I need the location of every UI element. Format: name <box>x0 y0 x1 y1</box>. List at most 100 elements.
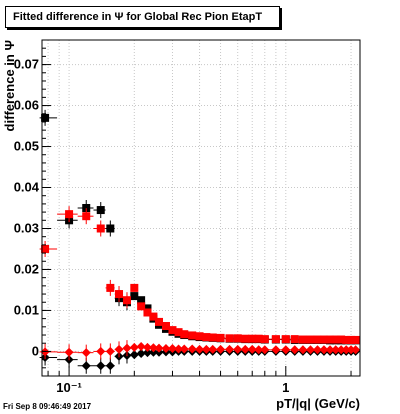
data-point <box>174 344 184 354</box>
data-point <box>187 344 197 354</box>
series-3 <box>39 340 361 361</box>
data-point <box>130 283 139 292</box>
data-point <box>137 302 146 311</box>
data-point <box>260 345 270 355</box>
data-point <box>129 350 139 360</box>
data-point <box>96 224 105 233</box>
data-point <box>188 331 197 340</box>
data-point <box>174 328 183 337</box>
data-point <box>248 334 257 343</box>
data-point <box>161 344 171 354</box>
data-point <box>271 345 281 355</box>
data-point <box>240 344 250 354</box>
data-point <box>281 345 291 355</box>
data-point <box>195 332 204 341</box>
data-point <box>81 348 91 358</box>
data-point <box>260 335 269 344</box>
data-point <box>347 335 356 344</box>
x-tick-label: 1 <box>282 380 289 395</box>
data-point <box>233 344 243 354</box>
y-tick-label: 0.07 <box>14 57 39 72</box>
data-point <box>136 348 146 358</box>
data-point <box>81 361 91 371</box>
data-point <box>168 326 177 335</box>
data-point <box>319 345 329 355</box>
data-point <box>155 317 164 326</box>
plot-frame <box>41 39 361 377</box>
data-point <box>331 345 341 355</box>
data-point <box>115 290 124 299</box>
data-point <box>306 335 315 344</box>
data-point <box>342 335 351 344</box>
data-point <box>325 345 335 355</box>
data-point <box>180 330 189 339</box>
data-point <box>82 204 91 212</box>
data-point <box>290 335 299 344</box>
data-point <box>148 347 158 357</box>
data-point <box>298 345 308 355</box>
grid-lines <box>42 40 360 376</box>
series-1 <box>39 206 360 344</box>
data-point <box>154 343 164 353</box>
data-point <box>346 345 356 355</box>
data-point <box>247 344 257 354</box>
data-point <box>313 335 322 344</box>
data-point <box>337 335 346 344</box>
data-point <box>41 244 50 253</box>
data-point <box>137 296 146 305</box>
data-point <box>41 113 50 122</box>
y-tick-label: 0.06 <box>14 98 39 113</box>
data-point <box>351 345 361 355</box>
y-tick-label: 0.05 <box>14 139 39 154</box>
data-point <box>143 308 152 317</box>
data-point <box>149 312 158 321</box>
x-axis-label: pT/|q| (GeV/c) <box>276 396 360 411</box>
y-axis-label: difference in Ψ <box>2 40 17 131</box>
data-point <box>106 224 115 233</box>
data-point <box>233 334 242 343</box>
data-point <box>216 333 225 342</box>
data-point <box>290 345 300 355</box>
data-point <box>129 342 139 352</box>
data-point <box>65 210 74 219</box>
data-point <box>351 335 360 344</box>
data-point <box>298 335 307 344</box>
data-point <box>326 335 335 344</box>
data-point <box>225 334 234 343</box>
data-point <box>106 283 115 292</box>
data-point <box>142 348 152 358</box>
axes: 0 0.01 0.02 0.03 0.04 0.05 0.06 0.07 10⁻¹ 1 <box>14 47 352 395</box>
data-point <box>130 292 139 301</box>
data-point <box>179 344 189 354</box>
data-series <box>39 109 361 374</box>
data-point <box>319 335 328 344</box>
title-box: Fitted difference in Ψ for Global Rec Pi… <box>5 6 280 28</box>
data-point <box>82 212 91 221</box>
data-point <box>105 346 115 356</box>
data-point <box>114 344 124 354</box>
data-point <box>201 344 211 354</box>
y-tick-label: 0.04 <box>14 180 40 195</box>
data-point <box>208 333 217 342</box>
data-point <box>96 361 106 371</box>
data-point <box>122 343 132 353</box>
y-tick-label: 0.02 <box>14 261 39 276</box>
data-point <box>96 346 106 356</box>
data-point <box>142 342 152 352</box>
chart-title: Fitted difference in Ψ for Global Rec Pi… <box>13 11 263 23</box>
data-point <box>64 347 74 357</box>
date-stamp: Fri Sep 8 09:46:49 2017 <box>3 402 92 411</box>
data-point <box>336 345 346 355</box>
data-point <box>136 341 146 351</box>
data-point <box>148 343 158 353</box>
data-point <box>202 333 211 342</box>
data-point <box>254 345 264 355</box>
data-point <box>105 361 115 371</box>
data-point <box>195 344 205 354</box>
data-point <box>241 334 250 343</box>
data-point <box>96 206 105 215</box>
y-tick-label: 0 <box>32 343 39 358</box>
data-point <box>143 304 152 313</box>
x-tick-label: 10⁻¹ <box>56 380 82 395</box>
